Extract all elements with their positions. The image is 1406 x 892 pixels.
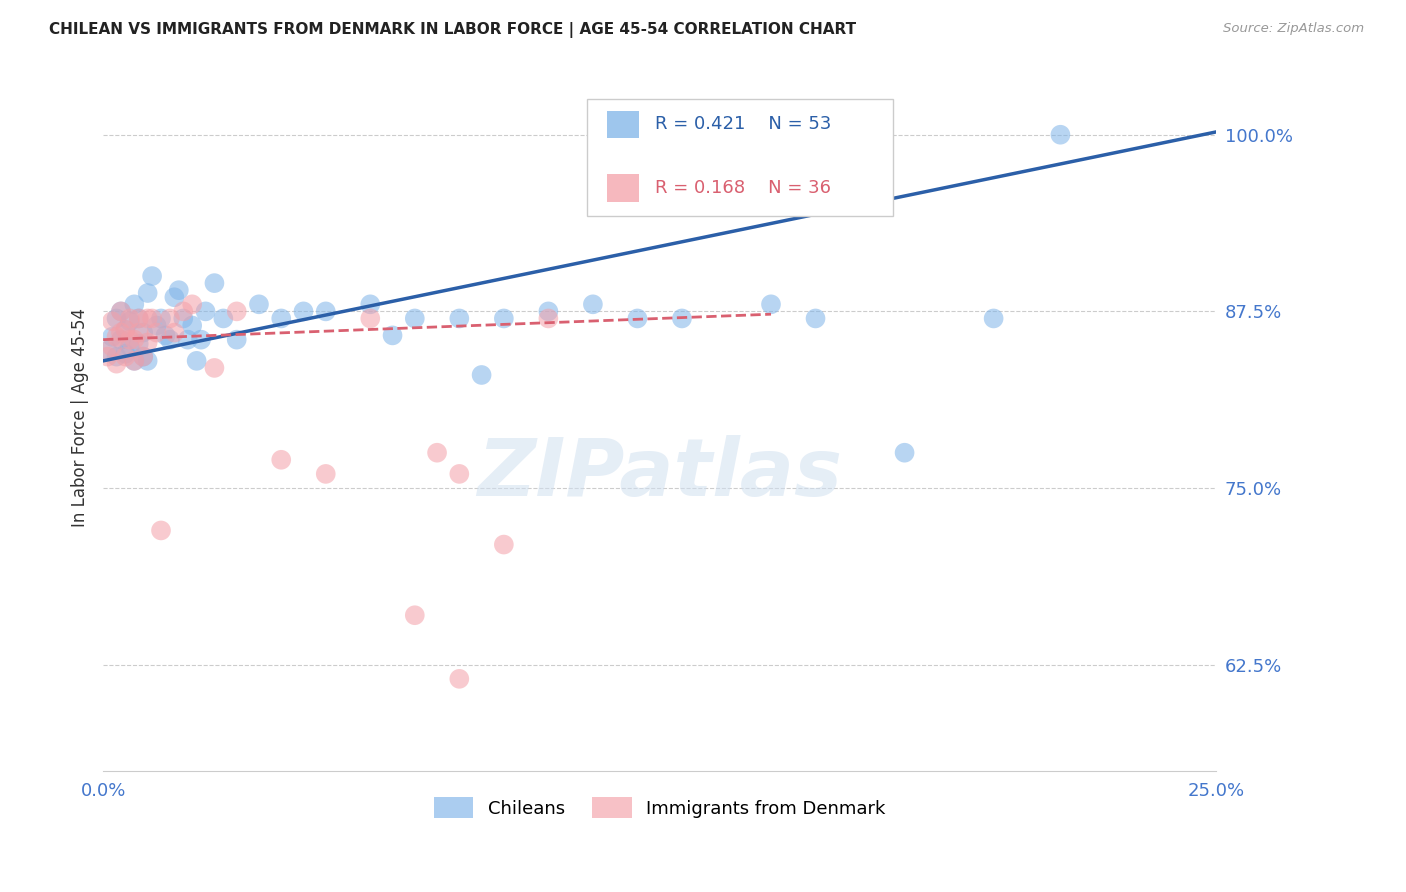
Point	[426, 446, 449, 460]
Point	[118, 314, 141, 328]
Point	[449, 672, 471, 686]
Point	[671, 311, 693, 326]
Point	[132, 326, 155, 340]
Point	[105, 357, 128, 371]
Point	[247, 297, 270, 311]
Point	[204, 360, 226, 375]
Text: R = 0.168    N = 36: R = 0.168 N = 36	[655, 179, 831, 197]
Point	[132, 350, 155, 364]
Point	[145, 326, 167, 340]
Point	[537, 304, 560, 318]
Point	[194, 304, 217, 318]
Point	[315, 304, 337, 318]
Point	[128, 326, 150, 340]
Point	[136, 335, 159, 350]
Point	[136, 285, 159, 300]
Point	[359, 297, 381, 311]
Point	[110, 326, 132, 340]
Point	[471, 368, 494, 382]
Point	[128, 311, 150, 326]
Point	[983, 311, 1005, 326]
Point	[163, 326, 186, 340]
Point	[759, 297, 782, 311]
Point	[110, 304, 132, 318]
Point	[150, 524, 173, 538]
Point	[270, 452, 292, 467]
Point	[101, 340, 124, 354]
Point	[159, 311, 181, 326]
Point	[163, 290, 186, 304]
Point	[101, 314, 124, 328]
Point	[449, 467, 471, 481]
Point	[159, 333, 181, 347]
Point	[136, 354, 159, 368]
Legend: Chileans, Immigrants from Denmark: Chileans, Immigrants from Denmark	[426, 790, 893, 825]
Text: R = 0.421    N = 53: R = 0.421 N = 53	[655, 115, 831, 134]
Point	[359, 311, 381, 326]
Point	[128, 337, 150, 351]
Point	[150, 311, 173, 326]
Point	[1049, 128, 1071, 142]
Point	[190, 333, 212, 347]
Point	[145, 318, 167, 333]
Point	[204, 276, 226, 290]
Point	[136, 311, 159, 326]
Text: Source: ZipAtlas.com: Source: ZipAtlas.com	[1223, 22, 1364, 36]
Bar	[607, 174, 638, 202]
Point	[172, 311, 194, 326]
Point	[124, 354, 146, 368]
Point	[172, 304, 194, 318]
FancyBboxPatch shape	[588, 99, 893, 216]
Point	[114, 347, 136, 361]
Point	[315, 467, 337, 481]
Point	[128, 311, 150, 326]
Point	[124, 297, 146, 311]
Point	[492, 538, 515, 552]
Point	[292, 304, 315, 318]
Point	[141, 311, 163, 326]
Point	[132, 350, 155, 364]
Point	[118, 340, 141, 354]
Point	[626, 311, 648, 326]
Point	[141, 268, 163, 283]
Point	[181, 297, 204, 311]
Point	[118, 333, 141, 347]
Point	[537, 311, 560, 326]
Point	[492, 311, 515, 326]
Point	[804, 311, 827, 326]
Bar	[607, 111, 638, 138]
Point	[177, 333, 200, 347]
Point	[105, 311, 128, 326]
Point	[381, 328, 404, 343]
Point	[225, 304, 247, 318]
Point	[404, 311, 426, 326]
Point	[124, 333, 146, 347]
Point	[212, 311, 235, 326]
Point	[105, 330, 128, 344]
Point	[167, 283, 190, 297]
Point	[110, 304, 132, 318]
Point	[155, 328, 177, 343]
Point	[118, 311, 141, 326]
Y-axis label: In Labor Force | Age 45-54: In Labor Force | Age 45-54	[72, 308, 89, 527]
Point	[186, 354, 208, 368]
Point	[105, 350, 128, 364]
Point	[124, 354, 146, 368]
Point	[97, 350, 120, 364]
Point	[225, 333, 247, 347]
Point	[449, 311, 471, 326]
Point	[404, 608, 426, 623]
Point	[270, 311, 292, 326]
Point	[181, 318, 204, 333]
Text: CHILEAN VS IMMIGRANTS FROM DENMARK IN LABOR FORCE | AGE 45-54 CORRELATION CHART: CHILEAN VS IMMIGRANTS FROM DENMARK IN LA…	[49, 22, 856, 38]
Point	[101, 330, 124, 344]
Point	[97, 343, 120, 358]
Text: ZIPatlas: ZIPatlas	[477, 435, 842, 513]
Point	[582, 297, 605, 311]
Point	[114, 323, 136, 337]
Point	[893, 446, 915, 460]
Point	[114, 350, 136, 364]
Point	[114, 323, 136, 337]
Point	[110, 333, 132, 347]
